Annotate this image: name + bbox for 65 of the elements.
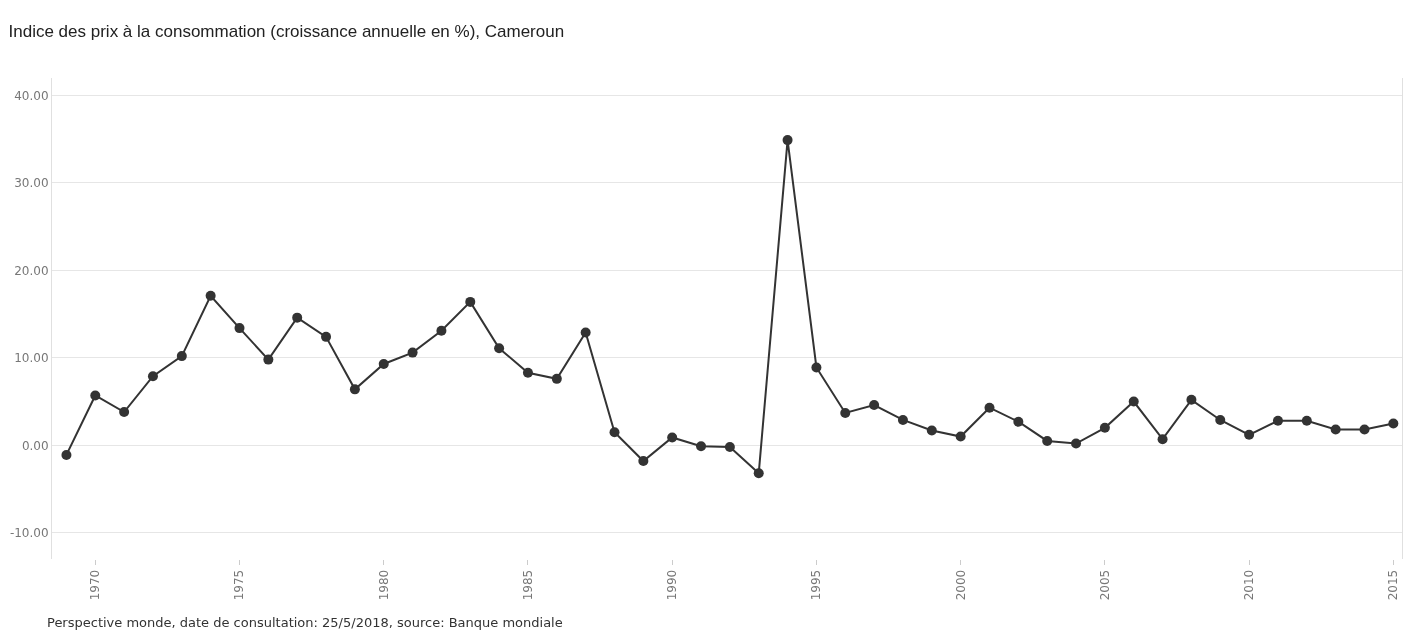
x-tick-label: 1970 <box>88 569 103 601</box>
x-tick-label: 2005 <box>1097 569 1112 601</box>
point <box>1128 396 1139 407</box>
point <box>869 400 880 411</box>
point <box>1099 422 1110 433</box>
point <box>378 358 389 369</box>
y-tick-label: 20.00 <box>14 263 49 278</box>
point <box>176 351 187 362</box>
point <box>1388 418 1399 429</box>
x-tick-label: 2015 <box>1386 569 1401 601</box>
point <box>263 354 274 365</box>
point <box>696 441 707 452</box>
x-tick-label: 2000 <box>953 569 968 601</box>
point <box>580 327 591 338</box>
point <box>205 290 216 301</box>
point <box>407 347 418 358</box>
point <box>1157 434 1168 445</box>
point <box>1071 438 1082 449</box>
point <box>1013 416 1024 427</box>
point <box>782 135 793 146</box>
point <box>1330 424 1341 435</box>
point <box>349 384 360 395</box>
point <box>897 414 908 425</box>
point <box>1359 424 1370 435</box>
point <box>465 296 476 307</box>
point <box>955 431 966 442</box>
point <box>1042 435 1053 446</box>
point <box>926 425 937 436</box>
point <box>811 362 822 373</box>
point <box>1301 415 1312 426</box>
x-tick-label: 1975 <box>232 569 247 601</box>
y-tick-label: -10.00 <box>9 525 49 540</box>
y-tick-label: 40.00 <box>14 88 49 103</box>
x-tick-label: 1980 <box>376 569 391 601</box>
point <box>234 323 245 334</box>
y-tick-label: 30.00 <box>14 176 49 191</box>
y-tick-label: 10.00 <box>14 351 49 366</box>
point <box>551 373 562 384</box>
point <box>119 407 130 418</box>
chart-title: Indice des prix à la consommation (croissance annuelle en %), Cameroun <box>8 22 565 42</box>
point <box>90 390 101 401</box>
point <box>984 402 995 413</box>
x-tick-label: 1985 <box>520 569 535 601</box>
point <box>1186 394 1197 405</box>
point <box>638 456 649 467</box>
point <box>292 312 303 323</box>
point <box>436 325 447 336</box>
x-tick-label: 1995 <box>809 569 824 601</box>
point <box>1272 415 1283 426</box>
point <box>609 427 620 438</box>
point <box>321 331 332 342</box>
point <box>147 371 158 382</box>
point <box>61 449 72 460</box>
point <box>753 468 764 479</box>
point <box>667 432 678 443</box>
x-tick-label: 1990 <box>665 569 680 601</box>
text: Perspective monde, date de consultation: 25/5/2018, source: Banque mondiale <box>47 615 563 630</box>
x-tick-label: 2010 <box>1242 569 1257 601</box>
point <box>1215 414 1226 425</box>
point <box>494 343 505 354</box>
y-tick-label: 0.00 <box>21 438 49 453</box>
point <box>1244 429 1255 440</box>
point <box>724 442 735 453</box>
point <box>522 367 533 378</box>
point <box>840 407 851 418</box>
